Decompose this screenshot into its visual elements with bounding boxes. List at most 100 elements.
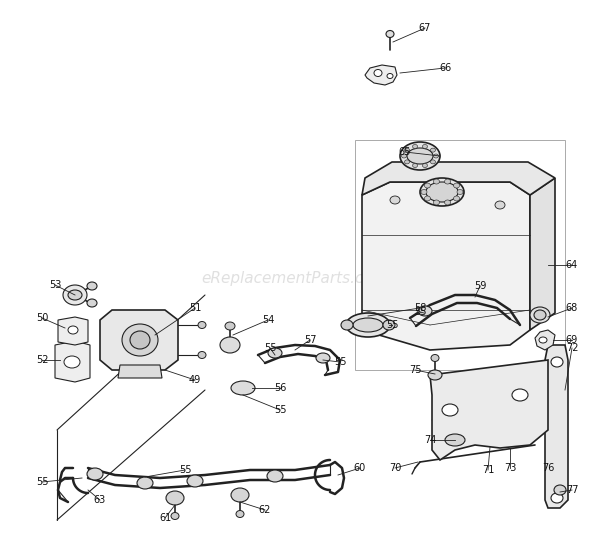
Ellipse shape <box>387 73 393 78</box>
Text: 72: 72 <box>566 343 578 353</box>
Ellipse shape <box>400 142 440 170</box>
Ellipse shape <box>383 320 395 330</box>
Ellipse shape <box>434 179 440 184</box>
Ellipse shape <box>341 320 353 330</box>
Text: 75: 75 <box>409 365 421 375</box>
Polygon shape <box>530 178 555 330</box>
Polygon shape <box>58 317 88 345</box>
Text: 55: 55 <box>274 405 286 415</box>
Ellipse shape <box>428 370 442 380</box>
Ellipse shape <box>374 69 382 77</box>
Text: 68: 68 <box>566 303 578 313</box>
Ellipse shape <box>64 356 80 368</box>
Ellipse shape <box>68 326 78 334</box>
Ellipse shape <box>442 404 458 416</box>
Ellipse shape <box>551 357 563 367</box>
Ellipse shape <box>137 477 153 489</box>
Ellipse shape <box>225 322 235 330</box>
Text: 69: 69 <box>566 335 578 345</box>
Polygon shape <box>55 341 90 382</box>
Text: 56: 56 <box>274 383 286 393</box>
Ellipse shape <box>551 493 563 503</box>
Ellipse shape <box>422 164 427 168</box>
Text: 66: 66 <box>439 63 451 73</box>
Ellipse shape <box>268 348 282 358</box>
Text: 65: 65 <box>399 147 411 157</box>
Ellipse shape <box>445 434 465 446</box>
Text: 54: 54 <box>262 315 274 325</box>
Text: 55: 55 <box>179 465 191 475</box>
Ellipse shape <box>422 144 427 149</box>
Ellipse shape <box>534 310 546 320</box>
Ellipse shape <box>554 485 566 495</box>
Ellipse shape <box>87 299 97 307</box>
Ellipse shape <box>420 178 464 206</box>
Text: 53: 53 <box>49 280 61 290</box>
Polygon shape <box>100 310 178 370</box>
Ellipse shape <box>68 290 82 300</box>
Ellipse shape <box>421 189 427 194</box>
Ellipse shape <box>231 381 255 395</box>
Ellipse shape <box>198 351 206 359</box>
Ellipse shape <box>434 154 438 158</box>
Ellipse shape <box>122 324 158 356</box>
Ellipse shape <box>390 196 400 204</box>
Text: 55: 55 <box>264 343 276 353</box>
Ellipse shape <box>220 337 240 353</box>
Ellipse shape <box>63 285 87 305</box>
Ellipse shape <box>187 475 203 487</box>
Ellipse shape <box>316 353 330 363</box>
Ellipse shape <box>426 182 458 202</box>
Text: 59: 59 <box>474 281 486 291</box>
Ellipse shape <box>353 318 383 332</box>
Ellipse shape <box>87 282 97 290</box>
Ellipse shape <box>130 331 150 349</box>
Text: 61: 61 <box>159 513 171 523</box>
Ellipse shape <box>405 160 409 164</box>
Text: 49: 49 <box>189 375 201 385</box>
Ellipse shape <box>444 200 451 205</box>
Text: 70: 70 <box>389 463 401 473</box>
Ellipse shape <box>424 183 431 188</box>
Text: 55: 55 <box>386 320 398 330</box>
Text: 55: 55 <box>334 357 346 367</box>
Polygon shape <box>362 162 555 195</box>
Polygon shape <box>535 330 555 350</box>
Ellipse shape <box>424 196 431 201</box>
Ellipse shape <box>457 189 463 194</box>
Ellipse shape <box>431 148 435 152</box>
Text: eReplacementParts.com: eReplacementParts.com <box>202 270 388 285</box>
Ellipse shape <box>386 31 394 38</box>
Text: 76: 76 <box>542 463 554 473</box>
Text: 51: 51 <box>189 303 201 313</box>
Ellipse shape <box>431 160 435 164</box>
Text: 63: 63 <box>94 495 106 505</box>
Ellipse shape <box>405 148 409 152</box>
Ellipse shape <box>454 196 460 201</box>
Ellipse shape <box>231 488 249 502</box>
Ellipse shape <box>530 307 550 323</box>
Ellipse shape <box>539 337 547 343</box>
Ellipse shape <box>431 355 439 361</box>
Polygon shape <box>118 365 162 378</box>
Text: 58: 58 <box>414 303 426 313</box>
Ellipse shape <box>236 511 244 517</box>
Ellipse shape <box>444 179 451 184</box>
Text: 55: 55 <box>36 477 48 487</box>
Text: 62: 62 <box>259 505 271 515</box>
Ellipse shape <box>407 148 433 164</box>
Text: 74: 74 <box>424 435 436 445</box>
Text: 60: 60 <box>354 463 366 473</box>
Ellipse shape <box>412 144 418 149</box>
Ellipse shape <box>267 470 283 482</box>
Text: 64: 64 <box>566 260 578 270</box>
Polygon shape <box>430 360 548 460</box>
Text: 73: 73 <box>504 463 516 473</box>
Ellipse shape <box>87 468 103 480</box>
Ellipse shape <box>171 512 179 519</box>
Text: 77: 77 <box>566 485 578 495</box>
Polygon shape <box>365 65 397 85</box>
Ellipse shape <box>198 321 206 329</box>
Bar <box>355 140 565 370</box>
Ellipse shape <box>346 313 390 337</box>
